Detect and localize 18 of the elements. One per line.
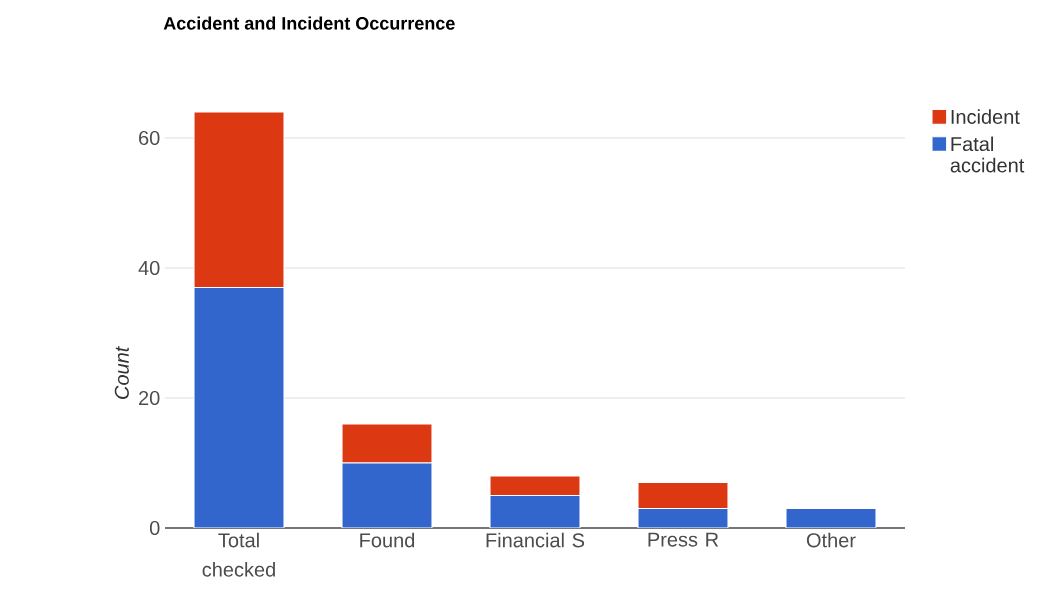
bar: [193, 112, 285, 289]
y-tick-label: 0: [149, 520, 160, 536]
y-tick-label: 20: [139, 390, 160, 406]
bar: [637, 481, 729, 510]
x-tick-label: Total checked: [202, 532, 275, 577]
y-tick-label: 60: [139, 130, 160, 146]
x-tick-label: Press R: [648, 532, 719, 547]
y-axis-title: Count: [114, 345, 129, 399]
x-tick-label: Financial S: [486, 532, 585, 548]
bar: [341, 423, 433, 464]
bar: [489, 475, 581, 497]
y-tick-label: 40: [138, 260, 160, 276]
legend-label: Incident: [951, 109, 1020, 124]
legend-label: Fatal accident: [950, 136, 1025, 173]
x-tick-label: Found: [360, 532, 415, 548]
chart-title: Accident and Incident Occurrence: [163, 16, 455, 30]
x-tick-label: Other: [806, 532, 856, 548]
bar: [785, 507, 877, 528]
